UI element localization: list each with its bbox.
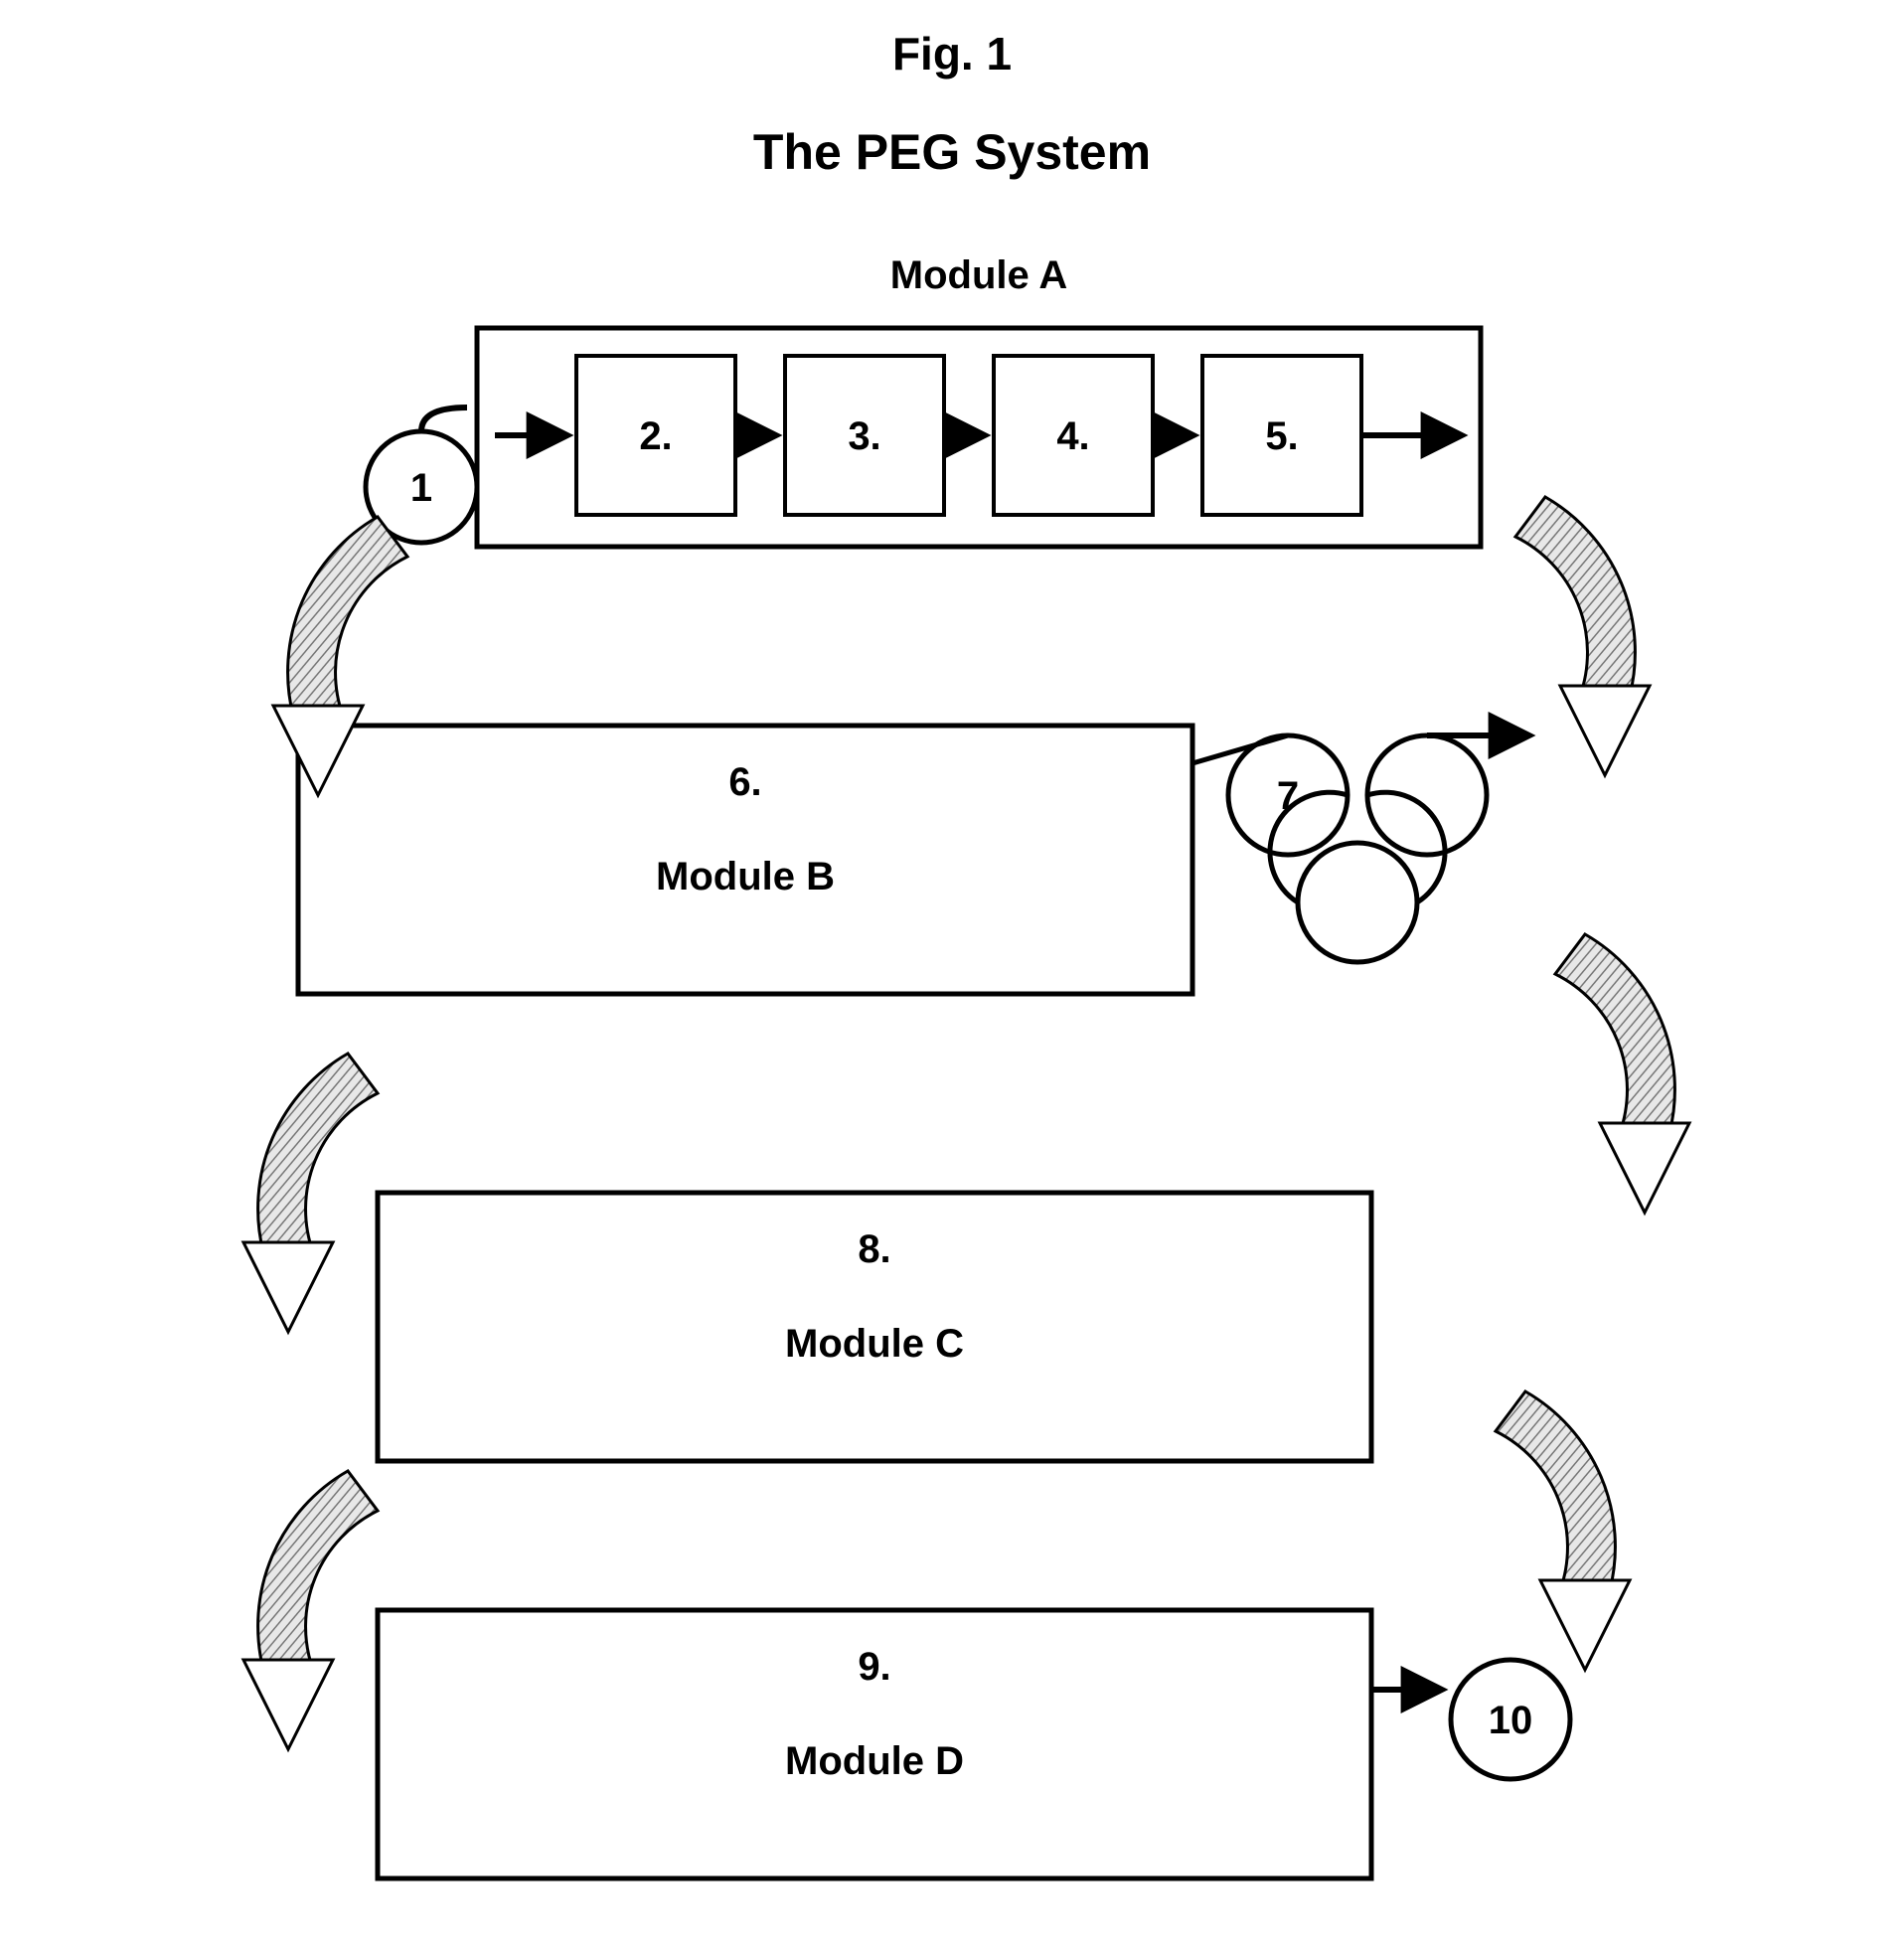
module-d-num: 9. bbox=[858, 1645, 890, 1689]
output-num: 10 bbox=[1489, 1699, 1533, 1742]
module-c-label: Module C bbox=[785, 1322, 964, 1366]
rollers: 7 bbox=[1192, 735, 1526, 962]
peg-system-diagram: Fig. 1 The PEG System Module A 2. 3. 4. … bbox=[0, 0, 1904, 1954]
input-num: 1 bbox=[410, 466, 432, 510]
module-a-label: Module A bbox=[890, 253, 1068, 297]
roller-num: 7 bbox=[1277, 774, 1299, 818]
module-b-label: Module B bbox=[656, 855, 835, 898]
module-c-num: 8. bbox=[858, 1227, 890, 1271]
figure-label: Fig. 1 bbox=[892, 28, 1012, 80]
module-b-num: 6. bbox=[728, 760, 761, 804]
step-3-label: 3. bbox=[848, 414, 880, 458]
module-d-label: Module D bbox=[785, 1739, 964, 1783]
curved-arrow-c-to-d-left bbox=[243, 1471, 378, 1749]
curved-arrow-b-to-c-left bbox=[243, 1054, 378, 1332]
curved-arrow-c-to-d bbox=[1496, 1391, 1630, 1670]
input-connector bbox=[421, 407, 467, 431]
step-4-label: 4. bbox=[1056, 414, 1089, 458]
step-5-label: 5. bbox=[1265, 414, 1298, 458]
curved-arrow-b-to-c bbox=[1555, 934, 1689, 1213]
main-title: The PEG System bbox=[753, 124, 1151, 180]
curved-arrow-a-to-b bbox=[1515, 497, 1650, 775]
step-2-label: 2. bbox=[639, 414, 672, 458]
